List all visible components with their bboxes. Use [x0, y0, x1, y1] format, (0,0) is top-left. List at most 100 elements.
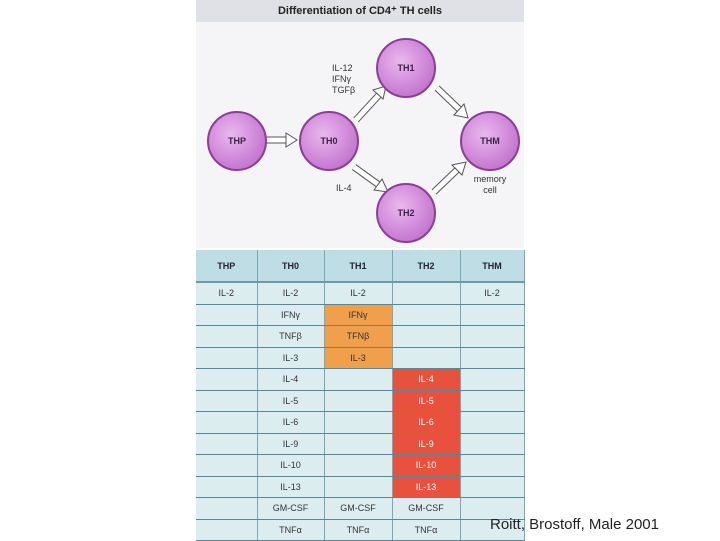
table-row: TNFβ TFNβ	[196, 325, 525, 348]
table-cell: IL-13	[257, 476, 325, 498]
table-cell	[460, 411, 525, 434]
table-cell	[324, 390, 393, 412]
table-cell	[196, 304, 258, 326]
table-row: IL-2 IL-2 IL-2 IL-2	[196, 282, 525, 305]
table-cell: IL-9	[257, 433, 325, 455]
table-cell: IL-10	[392, 454, 461, 477]
inducer-tgfb: TGFβ	[332, 85, 356, 95]
header-th0: TH0	[257, 250, 325, 283]
table-cell	[196, 519, 258, 541]
table-cell	[460, 476, 525, 498]
table-cell: GM-CSF	[257, 497, 325, 520]
title-bar: Differentiation of CD4⁺ TH cells	[196, 0, 524, 22]
table-cell: IL-6	[392, 411, 461, 434]
citation: Roitt, Brostoff, Male 2001	[490, 516, 659, 533]
table-row: IL-3 IL-3	[196, 347, 525, 369]
table-cell: TNFα	[324, 519, 393, 541]
table-row: GM-CSF GM-CSF GM-CSF	[196, 497, 525, 520]
cell-th0-label: TH0	[320, 136, 338, 146]
table-cell	[324, 454, 393, 477]
table-cell: GM-CSF	[324, 497, 393, 520]
table-cell	[196, 476, 258, 498]
table-cell: TFNβ	[324, 325, 393, 348]
table-cell	[324, 476, 393, 498]
table-cell	[196, 433, 258, 455]
table-cell	[196, 325, 258, 348]
table-cell	[460, 325, 525, 348]
table-cell	[196, 368, 258, 391]
diagram-area: THP TH0 TH1 TH2 THM IL-12 IFNγ TGFβ IL-4…	[196, 22, 524, 248]
table-cell: GM-CSF	[392, 497, 461, 520]
table-cell	[196, 454, 258, 477]
memory-cell-label: memory cell	[468, 174, 512, 196]
cell-thp: THP	[207, 111, 267, 171]
cell-thm: THM	[460, 111, 520, 171]
table-cell	[196, 497, 258, 520]
table-cell: IL-5	[392, 390, 461, 412]
header-thm: THM	[460, 250, 525, 283]
table-cell: IL-6	[257, 411, 325, 434]
memory-label-line1: memory	[473, 174, 507, 184]
table-body: IL-2 IL-2 IL-2 IL-2 IFNγ IFNγ TNFβ TFNβ IL-3 IL-3…	[196, 282, 525, 541]
table-cell: TNFα	[392, 519, 461, 541]
arrows-layer	[260, 85, 469, 195]
arrow-th2-thm	[431, 161, 467, 195]
table-cell: IL-4	[257, 368, 325, 391]
table-cell	[460, 454, 525, 477]
table-cell	[460, 368, 525, 391]
cytokine-table: THP TH0 TH1 TH2 THM IL-2 IL-2 IL-2 IL-2 IFNγ…	[196, 250, 525, 541]
table-cell	[392, 304, 461, 326]
inducer-il12: IL-12	[332, 63, 353, 73]
table-cell: TNFβ	[257, 325, 325, 348]
table-row: IL-13 IL-13	[196, 476, 525, 498]
cell-th1: TH1	[376, 38, 436, 98]
cell-th2: TH2	[376, 183, 436, 243]
table-row: IL-9 IL-9	[196, 433, 525, 455]
cell-thp-label: THP	[228, 136, 246, 146]
arrow-th1-thm	[434, 85, 469, 119]
table-cell: IL-13	[392, 476, 461, 498]
table-row: IL-4 IL-4	[196, 368, 525, 391]
table-cell: IL-4	[392, 368, 461, 391]
table-cell	[196, 411, 258, 434]
table-cell: IL-9	[392, 433, 461, 455]
arrow-th0-th2	[351, 164, 389, 193]
cell-thm-label: THM	[480, 136, 500, 146]
table-cell	[324, 368, 393, 391]
inducer-ifng: IFNγ	[332, 74, 351, 84]
table-cell	[196, 347, 258, 369]
header-th2: TH2	[392, 250, 461, 283]
table-cell: IL-5	[257, 390, 325, 412]
table-header-row: THP TH0 TH1 TH2 THM	[196, 250, 525, 283]
table-row: IL-10 IL-10	[196, 454, 525, 477]
figure-title: Differentiation of CD4⁺ TH cells	[277, 5, 443, 17]
cell-th1-label: TH1	[397, 63, 415, 73]
table-cell	[460, 497, 525, 520]
th2-inducer-label: IL-4	[336, 183, 352, 193]
arrow-th0-th1	[353, 85, 387, 123]
table-cell: IFNγ	[324, 304, 393, 326]
table-cell	[392, 282, 461, 305]
table-cell: IL-3	[324, 347, 393, 369]
cell-th2-label: TH2	[397, 208, 415, 218]
figure-panel: Differentiation of CD4⁺ TH cells	[196, 0, 525, 541]
table-cell: IFNγ	[257, 304, 325, 326]
table-cell	[460, 347, 525, 369]
cell-th0: TH0	[299, 111, 359, 171]
table-cell	[392, 347, 461, 369]
table-row: IFNγ IFNγ	[196, 304, 525, 326]
table-cell	[324, 411, 393, 434]
table-cell	[196, 390, 258, 412]
table-row: TNFα TNFα TNFα	[196, 519, 525, 541]
table-cell	[324, 433, 393, 455]
table-cell: IL-2	[324, 282, 393, 305]
table-cell	[460, 433, 525, 455]
table-cell	[460, 304, 525, 326]
table-cell	[460, 390, 525, 412]
table-row: IL-5 IL-5	[196, 390, 525, 412]
table-cell: IL-3	[257, 347, 325, 369]
header-th1: TH1	[324, 250, 393, 283]
table-cell: IL-10	[257, 454, 325, 477]
cytokine-table-area: THP TH0 TH1 TH2 THM IL-2 IL-2 IL-2 IL-2 IFNγ…	[196, 250, 525, 541]
table-cell: IL-2	[257, 282, 325, 305]
